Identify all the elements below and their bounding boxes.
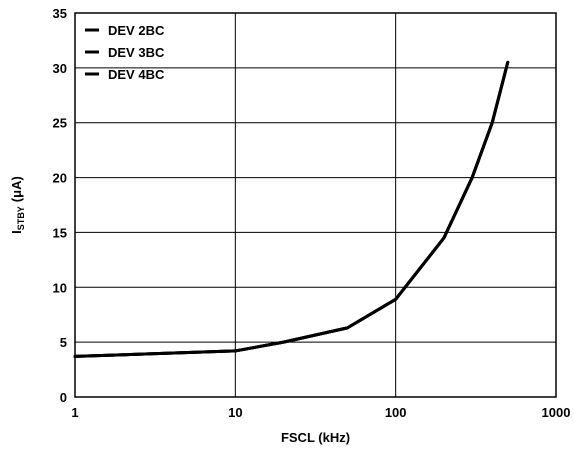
- x-axis-title: FSCL (kHz): [281, 430, 350, 445]
- y-tick-label: 5: [60, 335, 67, 350]
- plot-frame: [74, 12, 557, 398]
- y-axis-title-unit: (μA): [9, 176, 24, 202]
- x-tick-label: 10: [228, 405, 242, 420]
- series-line: [73, 60, 510, 358]
- legend-label: DEV 3BC: [108, 45, 165, 60]
- legend-label: DEV 4BC: [108, 67, 165, 82]
- legend-label: DEV 2BC: [108, 23, 165, 38]
- y-axis-title: ISTBY (μA): [9, 176, 26, 234]
- y-tick-labels: 0 5 10 15 20 25 30 35: [53, 6, 67, 405]
- series-line: [73, 60, 510, 358]
- y-tick-label: 10: [53, 280, 67, 295]
- y-tick-label: 20: [53, 171, 67, 186]
- y-tick-label: 30: [53, 61, 67, 76]
- y-tick-label: 25: [53, 116, 67, 131]
- series-layer: [73, 60, 510, 358]
- x-tick-label: 1000: [542, 405, 571, 420]
- y-tick-label: 0: [60, 390, 67, 405]
- y-axis-title-main: I: [9, 230, 24, 234]
- x-tick-labels: 1 10 100 1000: [71, 405, 570, 420]
- y-axis-title-sub: STBY: [16, 206, 26, 230]
- x-tick-label: 100: [385, 405, 407, 420]
- y-tick-label: 35: [53, 6, 67, 21]
- legend: DEV 2BC DEV 3BC DEV 4BC: [85, 23, 165, 82]
- y-tick-label: 15: [53, 225, 67, 240]
- series-line: [73, 60, 510, 358]
- x-tick-label: 1: [71, 405, 78, 420]
